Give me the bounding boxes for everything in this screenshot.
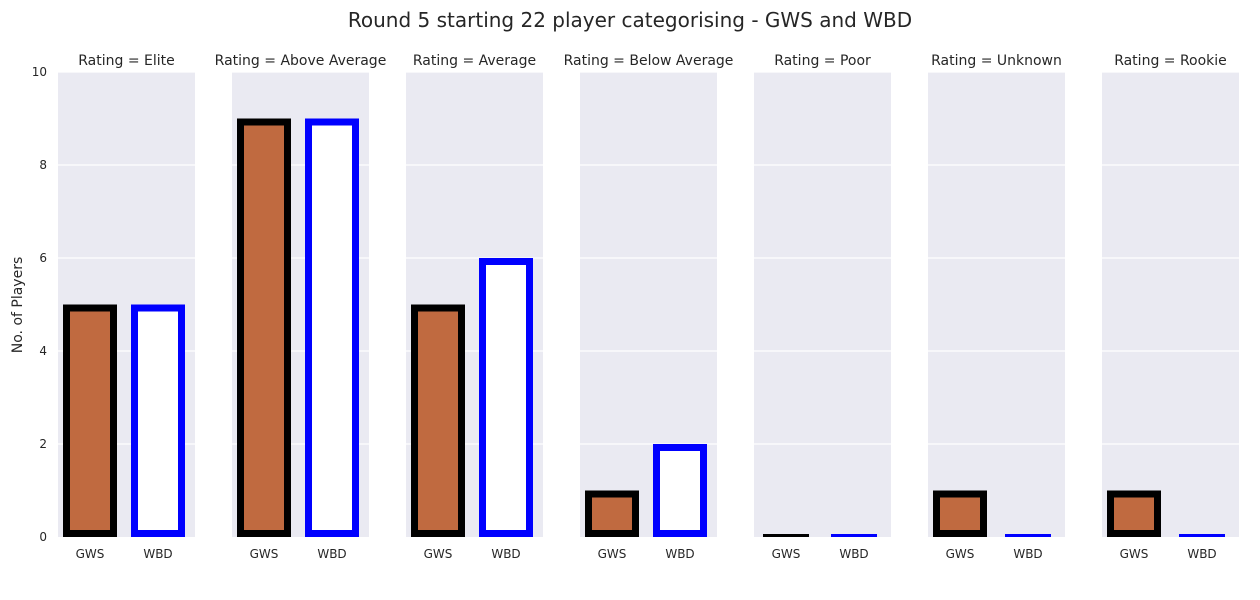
x-tick-label: GWS: [772, 547, 801, 561]
x-tick-label: GWS: [250, 547, 279, 561]
bar-wbd: [131, 304, 185, 537]
bar-gws: [933, 490, 987, 537]
bar-wbd: [305, 118, 359, 537]
panel-background: [754, 72, 891, 537]
facet-panel: Rating = Above Average GWS WBD: [215, 53, 387, 561]
x-tick-label: WBD: [1013, 547, 1042, 561]
bar-gws: [411, 304, 465, 537]
panel-background: [1102, 72, 1239, 537]
y-tick-label: 0: [39, 530, 47, 544]
x-tick-label: WBD: [491, 547, 520, 561]
x-tick-label: GWS: [424, 547, 453, 561]
panel-title: Rating = Rookie: [1114, 53, 1227, 69]
y-axis-label: No. of Players: [10, 257, 26, 354]
bar-wbd: [653, 444, 707, 537]
bar-gws: [237, 118, 291, 537]
x-tick-label: WBD: [839, 547, 868, 561]
bar-gws: [585, 490, 639, 537]
y-tick-label: 2: [39, 437, 47, 451]
chart-title: Round 5 starting 22 player categorising …: [348, 8, 912, 32]
facet-panel: Rating = Unknown GWS WBD: [928, 53, 1065, 561]
x-tick-label: WBD: [1187, 547, 1216, 561]
x-tick-label: GWS: [76, 547, 105, 561]
panel-title: Rating = Average: [413, 53, 536, 69]
bar-gws: [1107, 490, 1161, 537]
panel-title: Rating = Unknown: [931, 53, 1062, 69]
bar-wbd: [479, 258, 533, 537]
y-tick-label: 10: [32, 65, 47, 79]
x-tick-label: GWS: [1120, 547, 1149, 561]
y-tick-label: 6: [39, 251, 47, 265]
panel-title: Rating = Above Average: [215, 53, 387, 69]
facet-panel: Rating = Below Average GWS WBD: [564, 53, 734, 561]
x-tick-label: WBD: [665, 547, 694, 561]
x-tick-label: GWS: [946, 547, 975, 561]
x-tick-label: WBD: [317, 547, 346, 561]
panel-title: Rating = Poor: [774, 53, 871, 69]
panel-title: Rating = Elite: [78, 53, 175, 69]
bar-gws: [63, 304, 117, 537]
facet-panel: Rating = Elite GWS WBD: [58, 53, 195, 561]
x-tick-label: GWS: [598, 547, 627, 561]
panel-title: Rating = Below Average: [564, 53, 734, 69]
facet-panel: Rating = Average GWS WBD: [406, 53, 543, 561]
panel-background: [928, 72, 1065, 537]
y-tick-label: 4: [39, 344, 47, 358]
facet-panel: Rating = Rookie GWS WBD: [1102, 53, 1239, 561]
facet-panel: Rating = Poor GWS WBD: [754, 53, 891, 561]
x-tick-label: WBD: [143, 547, 172, 561]
y-tick-label: 8: [39, 158, 47, 172]
